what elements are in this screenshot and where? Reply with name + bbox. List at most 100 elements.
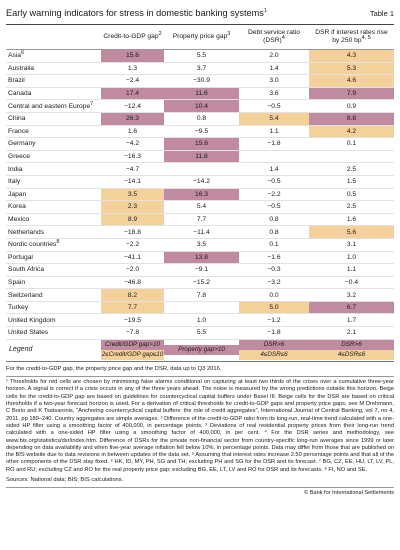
value-cell: 0.8 bbox=[239, 225, 309, 239]
value-cell: 3.0 bbox=[239, 74, 309, 88]
country-name: Central and eastern Europe7 bbox=[6, 99, 101, 113]
value-cell: −2.2 bbox=[239, 188, 309, 202]
value-cell: −0.5 bbox=[239, 175, 309, 189]
value-cell: 16.3 bbox=[164, 188, 239, 202]
value-cell: 1.3 bbox=[101, 62, 164, 76]
country-name: Greece bbox=[6, 150, 101, 164]
value-cell: 3.2 bbox=[309, 288, 394, 302]
table-row: Nordic countries8 −2.2 3.5 0.1 3.1 bbox=[6, 238, 394, 252]
value-cell: 13.8 bbox=[164, 251, 239, 265]
value-cell: −15.2 bbox=[164, 276, 239, 290]
country-name: Germany bbox=[6, 137, 101, 151]
value-cell: 1.4 bbox=[239, 162, 309, 176]
legend-label: Legend bbox=[6, 338, 101, 362]
footnote-text: ¹ Thresholds for red cells are chosen by… bbox=[6, 379, 394, 473]
country-name: United Kingdom bbox=[6, 313, 101, 328]
footnotes: ¹ Thresholds for red cells are chosen by… bbox=[6, 379, 394, 474]
table-row: Greece −16.3 11.8 bbox=[6, 150, 394, 164]
value-cell: 3.5 bbox=[164, 238, 239, 252]
value-cell: 5.4 bbox=[239, 112, 309, 126]
value-cell: 8.9 bbox=[101, 213, 164, 227]
legend-cell: DSR>6 4≤DSR≤6 bbox=[239, 338, 309, 362]
value-cell: 3.6 bbox=[239, 87, 309, 101]
table-row: United States −7.8 5.5 −1.8 2.1 bbox=[6, 326, 394, 340]
legend-row: Legend Credit/GDP gap>10 2≤Credit/GDP gap≤… bbox=[6, 338, 394, 362]
value-cell: 10.4 bbox=[164, 99, 239, 113]
country-name: Japan bbox=[6, 188, 101, 202]
value-cell: 7.7 bbox=[164, 213, 239, 227]
value-cell: 0.8 bbox=[239, 213, 309, 227]
page-title: Early warning indicators for stress in d… bbox=[6, 7, 267, 18]
value-cell: 4.2 bbox=[309, 125, 394, 139]
value-cell: −1.8 bbox=[239, 137, 309, 151]
value-cell: 2.5 bbox=[309, 200, 394, 214]
value-cell: −1.6 bbox=[239, 251, 309, 265]
value-cell: 1.5 bbox=[309, 175, 394, 189]
value-cell: −4.2 bbox=[101, 137, 164, 151]
table-row: United Kingdom −19.5 1.0 −1.2 1.7 bbox=[6, 313, 394, 328]
table-row: Netherlands −18.8 −11.4 0.8 5.6 bbox=[6, 225, 394, 239]
table-row: Canada 17.4 11.6 3.6 7.9 bbox=[6, 87, 394, 101]
country-name: France bbox=[6, 125, 101, 139]
value-cell: −19.5 bbox=[101, 313, 164, 328]
value-cell: 2.5 bbox=[309, 162, 394, 176]
value-cell: 8.2 bbox=[101, 288, 164, 302]
value-cell: 1.1 bbox=[239, 125, 309, 139]
legend-cell: DSR>6 4≤DSR≤6 bbox=[309, 338, 394, 362]
value-cell: 1.1 bbox=[309, 263, 394, 277]
table-row: Brazil −2.4 −30.9 3.0 4.6 bbox=[6, 74, 394, 88]
value-cell: 1.6 bbox=[309, 213, 394, 227]
value-cell: 0.5 bbox=[309, 188, 394, 202]
table-body: Asia6 15.6 5.5 2.0 4.3 Australia 1.3 3.7 1.4 5.3 B… bbox=[6, 49, 394, 362]
column-header-4: DSR if interest rates rise by 250 bp4, 5 bbox=[315, 29, 388, 44]
table-row: Korea 2.3 5.4 −0.5 2.5 bbox=[6, 200, 394, 214]
table-row: Central and eastern Europe7 −12.4 10.4 −0.5… bbox=[6, 99, 394, 113]
value-cell: −11.4 bbox=[164, 225, 239, 239]
header-bar: Early warning indicators for stress in d… bbox=[6, 3, 394, 23]
value-cell: 11.6 bbox=[164, 87, 239, 101]
value-cell: −41.1 bbox=[101, 251, 164, 265]
top-rule bbox=[6, 24, 394, 25]
value-cell: −12.4 bbox=[101, 99, 164, 113]
legend-threshold-mid: 4≤DSR≤6 bbox=[239, 350, 309, 361]
country-name: Korea bbox=[6, 200, 101, 214]
value-cell: −2.2 bbox=[101, 238, 164, 252]
value-cell: 26.3 bbox=[101, 112, 164, 126]
country-name: Turkey bbox=[6, 301, 101, 315]
value-cell: 0.0 bbox=[239, 288, 309, 302]
legend-threshold-high: Property gap>10 bbox=[164, 345, 239, 356]
legend-cell: Credit/GDP gap>10 2≤Credit/GDP gap≤10 bbox=[101, 338, 164, 362]
value-cell: 3.1 bbox=[309, 238, 394, 252]
column-header-0 bbox=[6, 25, 101, 50]
sources: Sources: National data; BIS; BIS calcula… bbox=[6, 477, 124, 484]
country-name: Italy bbox=[6, 175, 101, 189]
country-name: Spain bbox=[6, 276, 101, 290]
value-cell: 1.7 bbox=[309, 313, 394, 328]
value-cell: −14.1 bbox=[101, 175, 164, 189]
value-cell: 5.5 bbox=[164, 326, 239, 340]
value-cell: −30.9 bbox=[164, 74, 239, 88]
value-cell: 15.6 bbox=[101, 49, 164, 63]
value-cell: 4.6 bbox=[309, 74, 394, 88]
legend-threshold-mid: 4≤DSR≤6 bbox=[309, 350, 394, 361]
value-cell: 8.8 bbox=[309, 112, 394, 126]
value-cell: −4.7 bbox=[101, 162, 164, 176]
table-row: Germany −4.2 15.6 −1.8 0.1 bbox=[6, 137, 394, 151]
value-cell: −18.8 bbox=[101, 225, 164, 239]
value-cell: 0.1 bbox=[239, 238, 309, 252]
value-cell: 3.7 bbox=[164, 62, 239, 76]
value-cell: 5.6 bbox=[309, 225, 394, 239]
value-cell bbox=[164, 301, 239, 315]
table-row: Turkey 7.7 5.0 6.7 bbox=[6, 301, 394, 315]
value-cell: −16.3 bbox=[101, 150, 164, 164]
table-row: Australia 1.3 3.7 1.4 5.3 bbox=[6, 62, 394, 76]
value-cell: 2.1 bbox=[309, 326, 394, 340]
table-row: Mexico 8.9 7.7 0.8 1.6 bbox=[6, 213, 394, 227]
copyright: © Bank for International Settlements bbox=[304, 490, 394, 497]
value-cell: 3.5 bbox=[101, 188, 164, 202]
value-cell bbox=[309, 150, 394, 164]
value-cell: −2.0 bbox=[101, 263, 164, 277]
value-cell: 1.0 bbox=[164, 313, 239, 328]
value-cell: −0.5 bbox=[239, 99, 309, 113]
country-name: Asia6 bbox=[6, 49, 101, 63]
